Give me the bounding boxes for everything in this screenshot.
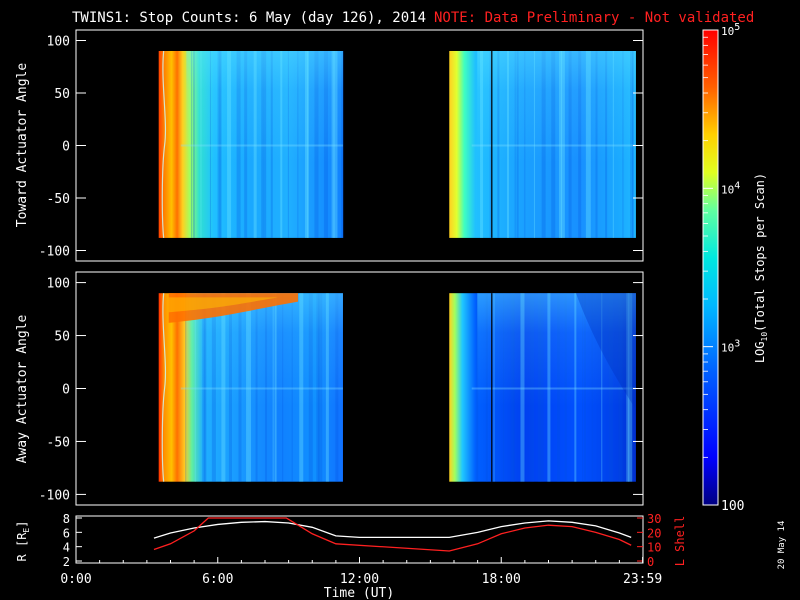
toward-heatmap	[158, 50, 636, 238]
orbit-y-label: R [RE]	[15, 521, 31, 562]
colorbar-tick-label: 105	[721, 22, 740, 38]
toward-y-axis: 100 50 0 -50 -100	[39, 35, 643, 260]
orbit-y2-tick-label: 20	[647, 526, 661, 540]
heatmap-high-band-core	[168, 297, 279, 313]
away-heatmap	[158, 293, 636, 482]
time-x-tick-label: 23:59	[623, 572, 662, 587]
time-x-tick-label: 12:00	[340, 572, 379, 587]
toward-y-tick-label: -50	[47, 192, 70, 207]
toward-y-tick-label: -100	[39, 245, 70, 260]
heatmap-stripe	[476, 293, 479, 482]
orbit-lshell-line	[153, 517, 632, 552]
away-y-tick-label: -100	[39, 488, 70, 503]
orbit-r-line	[153, 520, 632, 539]
toward-y-tick-label: 0	[62, 140, 70, 155]
orbit-lines	[153, 517, 632, 552]
away-y-label: Away Actuator Angle	[15, 314, 30, 463]
time-x-label: Time (UT)	[324, 586, 394, 600]
heatmap-edge-track	[161, 50, 167, 238]
colorbar-tick-label: 100	[721, 499, 744, 514]
time-x-tick-label: 0:00	[60, 572, 91, 587]
time-x-tick-label: 6:00	[202, 572, 233, 587]
orbit-y2-tick-label: 10	[647, 541, 661, 555]
time-x-axis: 0:00 6:00 12:00 18:00 23:59	[60, 557, 662, 587]
away-y-tick-label: 50	[54, 330, 70, 345]
colorbar: 105 104 103 100 LOG10(Total Stops per Scan)	[702, 22, 769, 514]
orbit-y-tick-label: 8	[63, 512, 70, 526]
colorbar-tick-label: 103	[721, 339, 740, 355]
colorbar-ticks: 105 104 103 100	[703, 22, 744, 514]
toward-y-label: Toward Actuator Angle	[15, 63, 30, 228]
orbit-y-tick-label: 2	[63, 555, 70, 569]
heatmap-stripe	[185, 293, 187, 482]
heatmap-top-tint	[186, 51, 343, 164]
toward-y-tick-label: 100	[47, 35, 70, 50]
orbit-y2-tick-label: 0	[647, 555, 654, 569]
toward-y-tick-label: 50	[54, 87, 70, 102]
orbit-panel-frame	[75, 515, 644, 564]
orbit-y-tick-label: 4	[63, 541, 70, 555]
colorbar-label: LOG10(Total Stops per Scan)	[753, 173, 769, 363]
away-y-tick-label: 0	[62, 383, 70, 398]
heatmap-dark-wedge	[575, 293, 636, 410]
heatmap-top-tint	[477, 293, 636, 407]
date-stamp: 20 May 14	[777, 521, 787, 570]
colorbar-gradient	[702, 29, 719, 506]
chart-title: TWINS1: Stop Counts: 6 May (day 126), 20…	[72, 10, 426, 26]
away-y-tick-label: -50	[47, 435, 70, 450]
away-panel: 100 50 0 -50 -100 Away Actuator Angle	[15, 271, 644, 506]
away-y-tick-label: 100	[47, 277, 70, 292]
heatmap-edge-track	[161, 293, 167, 482]
heatmap-top-tint	[477, 51, 636, 164]
preliminary-note: NOTE: Data Preliminary - Not validated	[434, 10, 754, 26]
colorbar-tick-label: 104	[721, 180, 740, 196]
orbit-y-tick-label: 6	[63, 526, 70, 540]
orbit-y2-tick-label: 30	[647, 512, 661, 526]
orbit-y2-label: L Shell	[673, 516, 687, 567]
toward-panel: 100 50 0 -50 -100 Toward Actuator Angle	[15, 29, 644, 262]
away-y-axis: 100 50 0 -50 -100	[39, 277, 643, 503]
time-x-tick-label: 18:00	[482, 572, 521, 587]
